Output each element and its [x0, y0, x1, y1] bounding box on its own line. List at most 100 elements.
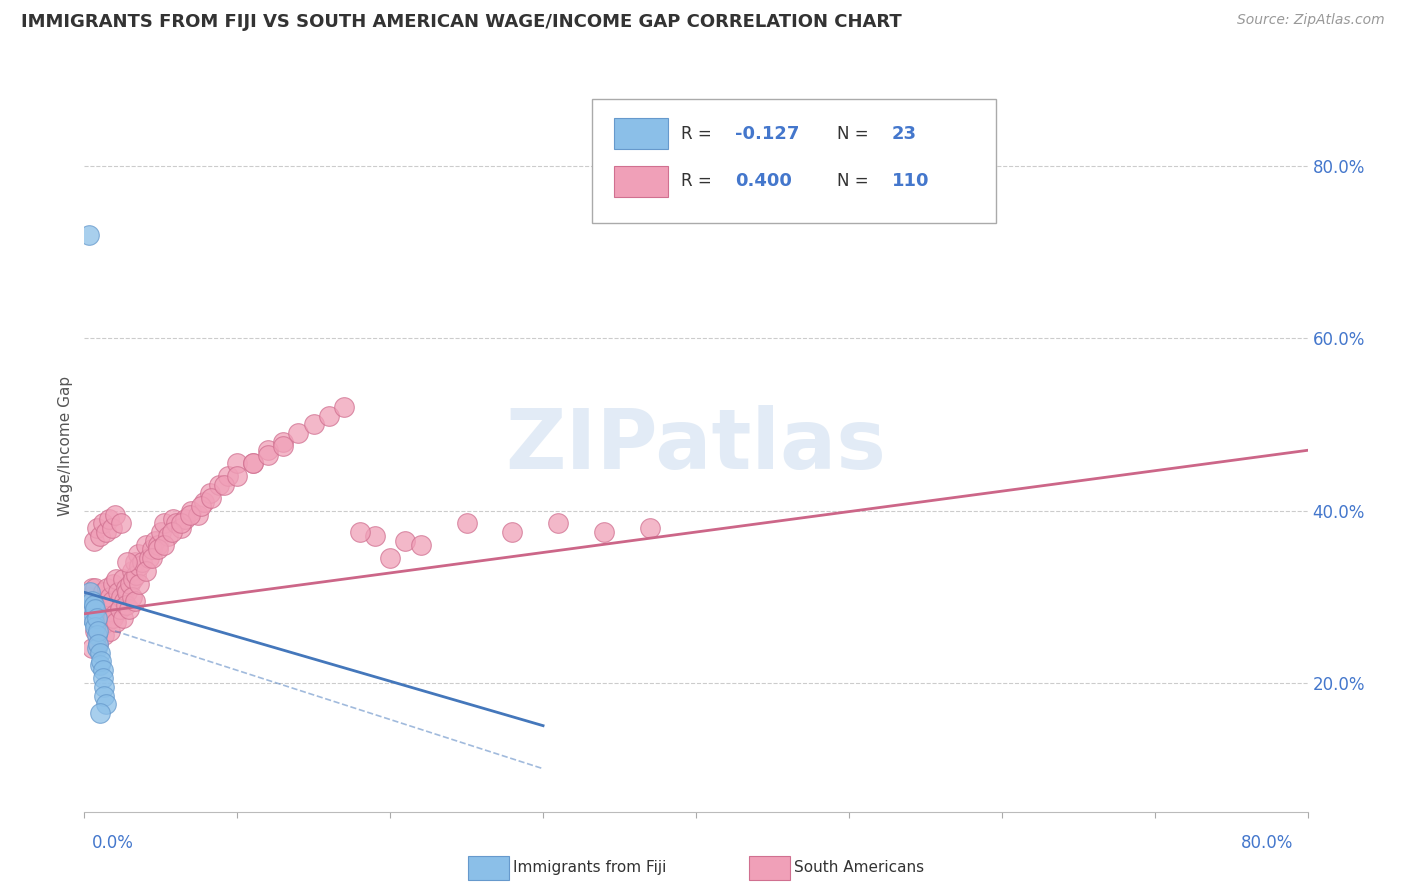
- Text: Source: ZipAtlas.com: Source: ZipAtlas.com: [1237, 13, 1385, 28]
- Point: [349, 524, 371, 539]
- Point: [141, 550, 163, 565]
- Point: [89, 658, 111, 673]
- Point: [502, 524, 524, 539]
- Point: [638, 521, 661, 535]
- Point: [170, 516, 193, 531]
- FancyBboxPatch shape: [614, 119, 668, 149]
- Point: [91, 671, 114, 685]
- Point: [143, 533, 166, 548]
- Point: [105, 573, 128, 587]
- Point: [108, 602, 131, 616]
- Point: [94, 697, 117, 711]
- Point: [96, 581, 118, 595]
- Point: [127, 547, 149, 561]
- Point: [364, 529, 387, 543]
- Point: [86, 602, 108, 616]
- Point: [89, 529, 111, 543]
- Point: [593, 524, 616, 539]
- Point: [170, 521, 193, 535]
- Point: [125, 568, 148, 582]
- Point: [162, 512, 184, 526]
- Point: [94, 524, 117, 539]
- Point: [79, 602, 101, 616]
- Point: [83, 533, 105, 548]
- Point: [149, 524, 172, 539]
- Point: [98, 590, 121, 604]
- Point: [107, 585, 129, 599]
- Point: [90, 607, 112, 621]
- Point: [87, 637, 110, 651]
- Point: [103, 576, 125, 591]
- Y-axis label: Wage/Income Gap: Wage/Income Gap: [58, 376, 73, 516]
- Point: [96, 615, 118, 630]
- Point: [91, 585, 114, 599]
- Point: [90, 654, 112, 668]
- Point: [84, 581, 107, 595]
- Text: 0.400: 0.400: [735, 172, 792, 190]
- Point: [547, 516, 569, 531]
- Point: [98, 624, 121, 638]
- Point: [79, 607, 101, 621]
- Point: [146, 542, 169, 557]
- Point: [198, 486, 221, 500]
- Point: [271, 439, 294, 453]
- Point: [115, 555, 138, 569]
- Point: [120, 576, 142, 591]
- Point: [456, 516, 478, 531]
- Text: 80.0%: 80.0%: [1241, 834, 1294, 852]
- Point: [271, 434, 294, 449]
- Point: [157, 529, 180, 543]
- Point: [105, 615, 128, 630]
- Point: [91, 516, 114, 531]
- Point: [84, 624, 107, 638]
- Point: [84, 602, 107, 616]
- Point: [86, 641, 108, 656]
- Point: [101, 594, 124, 608]
- Point: [110, 590, 132, 604]
- Point: [97, 512, 120, 526]
- Point: [333, 401, 356, 415]
- Point: [226, 456, 249, 470]
- Point: [114, 598, 136, 612]
- Point: [86, 521, 108, 535]
- Point: [121, 590, 143, 604]
- Point: [77, 228, 100, 243]
- Point: [122, 573, 145, 587]
- Point: [128, 576, 150, 591]
- Point: [302, 417, 325, 432]
- Point: [83, 598, 105, 612]
- Point: [124, 555, 146, 569]
- Point: [128, 559, 150, 574]
- Point: [104, 607, 127, 621]
- Point: [77, 590, 100, 604]
- Point: [135, 564, 157, 578]
- Point: [79, 585, 101, 599]
- Point: [138, 550, 160, 565]
- Point: [101, 521, 124, 535]
- Point: [208, 477, 231, 491]
- Text: South Americans: South Americans: [794, 860, 925, 874]
- Point: [409, 538, 432, 552]
- Point: [111, 573, 134, 587]
- Point: [318, 409, 340, 423]
- Text: 0.0%: 0.0%: [91, 834, 134, 852]
- Text: ZIPatlas: ZIPatlas: [506, 406, 886, 486]
- Point: [153, 516, 176, 531]
- Point: [86, 611, 108, 625]
- Point: [94, 598, 117, 612]
- Point: [90, 620, 112, 634]
- Point: [93, 607, 115, 621]
- Point: [83, 598, 105, 612]
- Point: [112, 594, 135, 608]
- Point: [115, 585, 138, 599]
- Point: [91, 663, 114, 677]
- Point: [135, 538, 157, 552]
- Point: [193, 495, 215, 509]
- Point: [212, 477, 235, 491]
- Text: N =: N =: [837, 172, 873, 190]
- Text: -0.127: -0.127: [735, 125, 800, 143]
- Point: [89, 594, 111, 608]
- Point: [287, 426, 309, 441]
- Point: [89, 706, 111, 720]
- Point: [186, 508, 208, 522]
